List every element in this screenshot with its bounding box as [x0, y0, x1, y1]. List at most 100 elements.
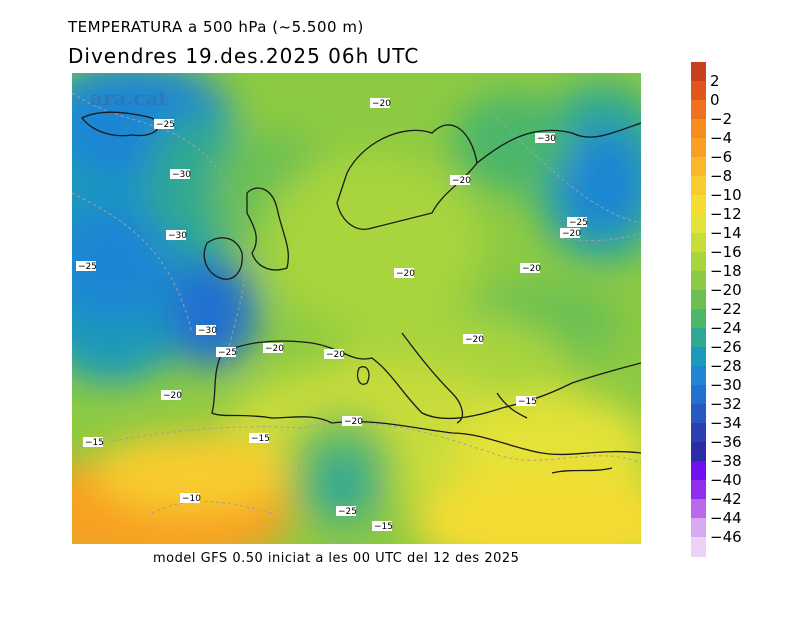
- colorbar-cell: [691, 252, 706, 272]
- svg-text:−15: −15: [251, 434, 270, 444]
- contour-label: −15: [83, 437, 104, 448]
- colorbar-label: −10: [710, 185, 742, 204]
- colorbar-label: −44: [710, 508, 742, 527]
- svg-text:−20: −20: [372, 99, 391, 109]
- coastlines: [81, 111, 641, 474]
- contour-label: −25: [154, 119, 175, 130]
- colorbar-label: −6: [710, 147, 733, 166]
- svg-text:−20: −20: [344, 417, 363, 427]
- colorbar-label: −2: [710, 109, 733, 128]
- svg-text:−25: −25: [78, 262, 97, 272]
- contour-label: −15: [516, 396, 537, 407]
- colorbar-cell: [691, 138, 706, 158]
- svg-text:−20: −20: [465, 335, 484, 345]
- colorbar-cell: [691, 176, 706, 196]
- colorbar-label: −26: [710, 337, 742, 356]
- ara-cat-watermark: ara.cat: [90, 86, 169, 110]
- temperature-map: −20−25−30−30−20−25−20−30−25−20 −20−20−30−…: [72, 73, 641, 544]
- colorbar-cell: [691, 233, 706, 253]
- colorbar-label: −42: [710, 489, 742, 508]
- contour-label: −30: [166, 230, 187, 241]
- colorbar-label: −12: [710, 204, 742, 223]
- contour-label: −20: [263, 343, 284, 354]
- colorbar-label: −20: [710, 280, 742, 299]
- contour-label: −30: [196, 325, 217, 336]
- svg-text:−30: −30: [172, 170, 191, 180]
- isotherms: [72, 92, 641, 544]
- contour-label: −20: [560, 228, 581, 239]
- colorbar-cell: [691, 100, 706, 120]
- colorbar-cell: [691, 271, 706, 291]
- svg-text:−20: −20: [522, 264, 541, 274]
- colorbar-cell: [691, 195, 706, 215]
- contour-label: −25: [567, 217, 588, 228]
- colorbar-cell: [691, 518, 706, 538]
- colorbar-label: −34: [710, 413, 742, 432]
- contour-label: −25: [76, 261, 97, 272]
- colorbar-cell: [691, 309, 706, 329]
- contour-label: −20: [370, 98, 391, 109]
- colorbar-label: −18: [710, 261, 742, 280]
- contour-labels: −20−25−30−30−20−25−20−30−25−20 −20−20−30−…: [76, 98, 588, 532]
- contour-label: −15: [372, 521, 393, 532]
- contour-label: −30: [535, 133, 556, 144]
- colorbar-label: −16: [710, 242, 742, 261]
- colorbar-label: −14: [710, 223, 742, 242]
- colorbar-label: −22: [710, 299, 742, 318]
- colorbar-cell: [691, 157, 706, 177]
- colorbar-label: −40: [710, 470, 742, 489]
- svg-text:−20: −20: [163, 391, 182, 401]
- contour-label: −20: [394, 268, 415, 279]
- colorbar-label: −30: [710, 375, 742, 394]
- svg-text:−25: −25: [569, 218, 588, 228]
- forecast-date: Divendres 19.des.2025 06h UTC: [68, 44, 420, 68]
- svg-text:−25: −25: [338, 507, 357, 517]
- colorbar-cell: [691, 290, 706, 310]
- svg-text:−10: −10: [182, 494, 201, 504]
- colorbar-cell: [691, 480, 706, 500]
- colorbar-label: −36: [710, 432, 742, 451]
- svg-text:−20: −20: [326, 350, 345, 360]
- colorbar-cell: [691, 214, 706, 234]
- svg-text:−20: −20: [265, 344, 284, 354]
- colorbar-cell: [691, 461, 706, 481]
- svg-text:−20: −20: [396, 269, 415, 279]
- colorbar-label: 2: [710, 71, 720, 90]
- contour-label: −25: [216, 347, 237, 358]
- model-info: model GFS 0.50 iniciat a les 00 UTC del …: [153, 551, 520, 566]
- contour-label: −20: [161, 390, 182, 401]
- svg-text:−30: −30: [198, 326, 217, 336]
- contour-label: −10: [180, 493, 201, 504]
- svg-text:−15: −15: [374, 522, 393, 532]
- colorbar: [691, 62, 706, 557]
- temperature-field: [72, 73, 641, 544]
- contour-label: −20: [520, 263, 541, 274]
- contour-label: −20: [324, 349, 345, 360]
- contour-label: −20: [450, 175, 471, 186]
- svg-text:−25: −25: [218, 348, 237, 358]
- colorbar-label: −8: [710, 166, 733, 185]
- colorbar-cell: [691, 442, 706, 462]
- colorbar-cell: [691, 62, 706, 82]
- colorbar-cell: [691, 119, 706, 139]
- svg-text:−30: −30: [537, 134, 556, 144]
- colorbar-label: −46: [710, 527, 742, 546]
- contour-label: −25: [336, 506, 357, 517]
- colorbar-label: 0: [710, 90, 720, 109]
- colorbar-cell: [691, 347, 706, 367]
- colorbar-label: −28: [710, 356, 742, 375]
- contour-label: −30: [170, 169, 191, 180]
- colorbar-cell: [691, 366, 706, 386]
- colorbar-cell: [691, 537, 706, 557]
- svg-text:−25: −25: [156, 120, 175, 130]
- svg-text:−15: −15: [518, 397, 537, 407]
- svg-text:−30: −30: [168, 231, 187, 241]
- svg-text:−20: −20: [452, 176, 471, 186]
- colorbar-label: −24: [710, 318, 742, 337]
- colorbar-cell: [691, 404, 706, 424]
- colorbar-cell: [691, 81, 706, 101]
- map-title: TEMPERATURA a 500 hPa (~5.500 m): [68, 18, 364, 36]
- colorbar-label: −32: [710, 394, 742, 413]
- colorbar-label: −4: [710, 128, 733, 147]
- colorbar-cell: [691, 499, 706, 519]
